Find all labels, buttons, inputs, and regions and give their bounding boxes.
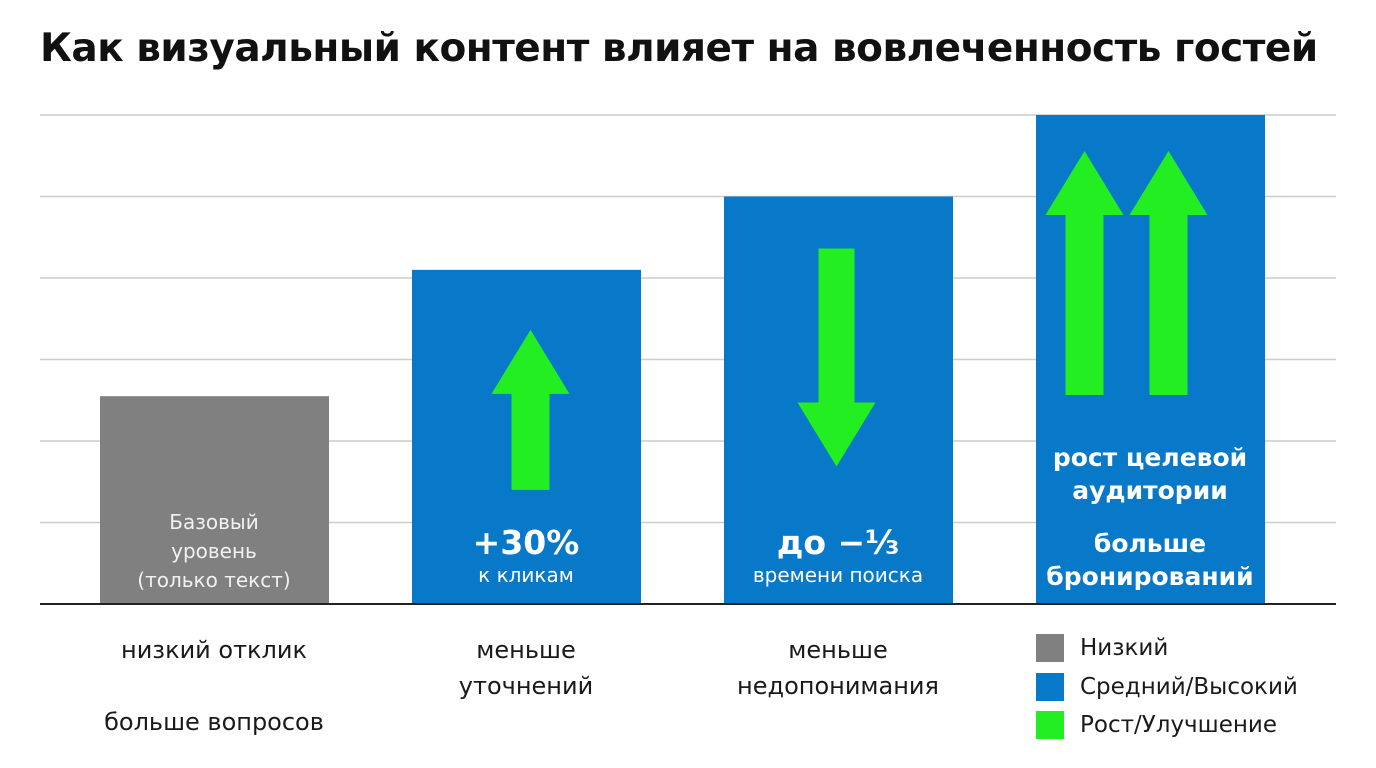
bar-3-label: до −⅓ времени поиска xyxy=(723,524,953,588)
bar-4-label-line-2: аудитории xyxy=(1072,476,1228,505)
bar-2-label: +30% к кликам xyxy=(411,524,641,588)
bar-2-caption: к кликам xyxy=(478,563,574,587)
category-3-label: меньше недопонимания xyxy=(688,632,988,704)
legend-label-medium-high: Средний/Высокий xyxy=(1080,673,1298,700)
legend-item-medium-high: Средний/Высокий xyxy=(1036,668,1298,707)
bar-4-label-line-1: рост целевой xyxy=(1052,443,1248,472)
legend: Низкий Средний/Высокий Рост/Улучшение xyxy=(1036,629,1298,745)
legend-label-low: Низкий xyxy=(1080,635,1169,662)
bar-2-value-label: +30% xyxy=(472,523,580,562)
bar-1-label-line-1: Базовый xyxy=(169,510,259,534)
bar-1-label-line-2: уровень xyxy=(171,539,257,563)
legend-swatch-low xyxy=(1036,634,1064,663)
category-2-line-2: уточнений xyxy=(458,672,594,700)
category-3-line-1: меньше xyxy=(788,636,888,664)
legend-item-growth: Рост/Улучшение xyxy=(1036,706,1298,745)
bar-1-label-line-3: (только текст) xyxy=(137,568,291,592)
legend-swatch-medium-high xyxy=(1036,672,1064,701)
category-2-label: меньше уточнений xyxy=(376,632,676,704)
bar-4-up-arrow-2 xyxy=(1129,151,1208,395)
category-1-line-1: низкий отклик xyxy=(121,636,307,664)
legend-item-low: Низкий xyxy=(1036,629,1298,668)
legend-label-growth: Рост/Улучшение xyxy=(1080,712,1277,739)
bar-4-label-line-3: больше xyxy=(1093,529,1207,558)
bar-1-label: Базовый уровень (только текст) xyxy=(99,508,329,595)
legend-swatch-growth xyxy=(1036,711,1064,740)
chart-title: Как визуальный контент влияет на вовлече… xyxy=(40,26,1318,71)
bar-4-label: рост целевой аудитории больше бронирован… xyxy=(1035,441,1265,593)
bar-4-label-line-4: бронирований xyxy=(1046,562,1254,591)
bar-3-down-arrow xyxy=(797,248,876,467)
bar-4-up-arrow-1 xyxy=(1045,151,1124,395)
category-1-line-2: больше вопросов xyxy=(104,708,324,736)
category-1-label: низкий отклик больше вопросов xyxy=(64,632,364,740)
category-2-line-1: меньше xyxy=(476,636,576,664)
bar-3-caption: времени поиска xyxy=(752,563,924,587)
bar-2-up-arrow xyxy=(491,329,570,490)
bar-3-value-label: до −⅓ xyxy=(776,523,900,562)
bar-1 xyxy=(100,396,329,604)
category-3-line-2: недопонимания xyxy=(737,672,939,700)
